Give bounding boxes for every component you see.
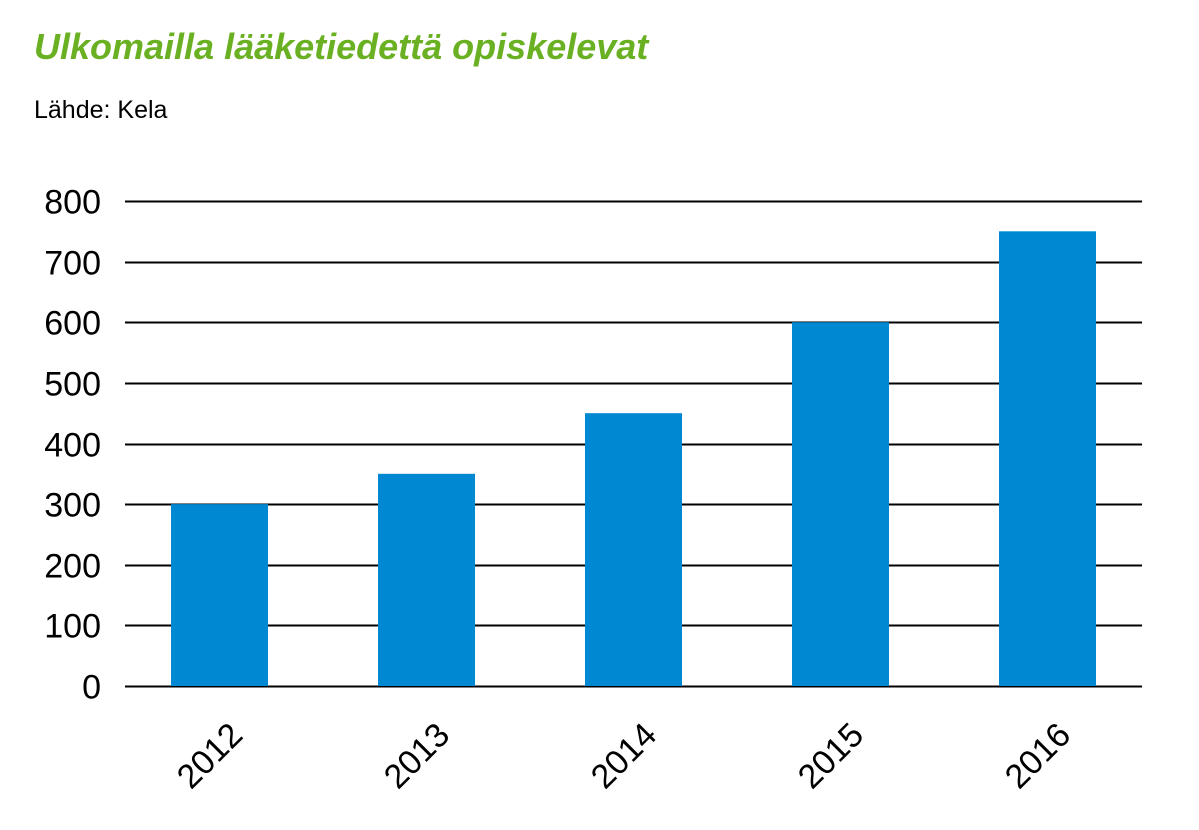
x-category-label: 2014 (584, 716, 664, 796)
bar-2013 (378, 473, 475, 686)
y-tick-label: 100 (44, 608, 101, 646)
bar-2016 (999, 231, 1096, 686)
y-axis-tick-labels: 0 100 200 300 400 500 600 700 800 (44, 184, 101, 707)
y-tick-label: 200 (44, 548, 101, 586)
y-tick-label: 600 (44, 305, 101, 343)
chart-source: Lähde: Kela (34, 96, 168, 124)
y-tick-label: 500 (44, 366, 101, 404)
y-tick-label: 0 (82, 669, 101, 707)
bar-2014 (585, 413, 682, 686)
x-category-label: 2013 (377, 716, 457, 796)
y-tick-label: 700 (44, 245, 101, 283)
y-tick-label: 400 (44, 427, 101, 465)
x-category-label: 2015 (791, 716, 871, 796)
chart-title: Ulkomailla lääketiedettä opiskelevat (34, 26, 649, 67)
x-category-label: 2012 (170, 716, 250, 796)
x-category-label: 2016 (998, 716, 1078, 796)
y-tick-label: 300 (44, 487, 101, 525)
x-axis-category-labels: 2012 2013 2014 2015 2016 (170, 716, 1078, 796)
y-tick-label: 800 (44, 184, 101, 222)
bar-2015 (792, 322, 889, 686)
bars (171, 231, 1096, 686)
bar-2012 (171, 504, 268, 686)
